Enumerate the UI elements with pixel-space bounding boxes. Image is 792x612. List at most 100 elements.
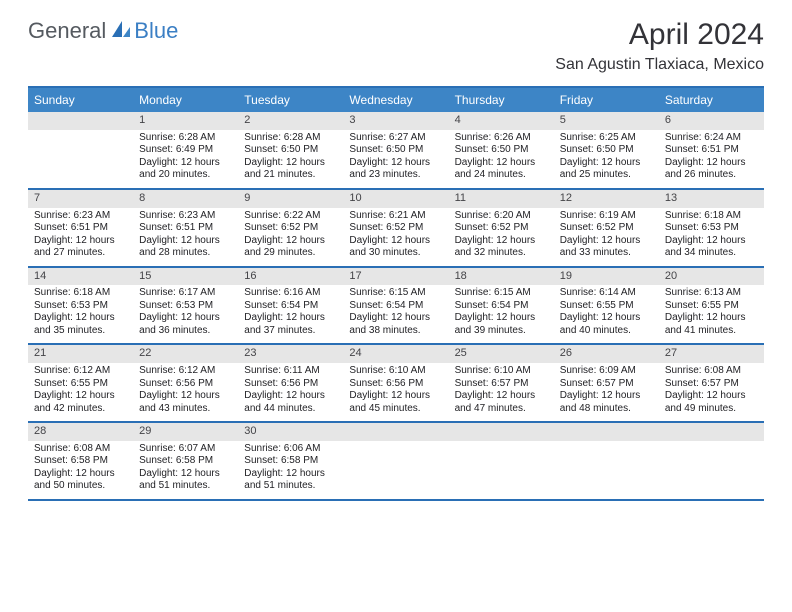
sunrise-text: Sunrise: 6:12 AM — [34, 365, 129, 378]
sunrise-text: Sunrise: 6:09 AM — [560, 365, 655, 378]
day1-text: Daylight: 12 hours — [349, 157, 444, 170]
day2-text: and 51 minutes. — [244, 480, 339, 493]
day-body: Sunrise: 6:25 AMSunset: 6:50 PMDaylight:… — [554, 130, 659, 188]
day-header-monday: Monday — [133, 88, 238, 112]
day-number: 5 — [554, 112, 659, 130]
sunrise-text: Sunrise: 6:21 AM — [349, 210, 444, 223]
day-body — [659, 441, 764, 499]
day-body: Sunrise: 6:12 AMSunset: 6:55 PMDaylight:… — [28, 363, 133, 421]
day2-text: and 32 minutes. — [455, 247, 550, 260]
day1-text: Daylight: 12 hours — [665, 312, 760, 325]
day-number: 20 — [659, 268, 764, 286]
sunset-text: Sunset: 6:54 PM — [349, 300, 444, 313]
day-number: 26 — [554, 345, 659, 363]
day-number: 13 — [659, 190, 764, 208]
day-cell: 14Sunrise: 6:18 AMSunset: 6:53 PMDayligh… — [28, 268, 133, 344]
sunrise-text: Sunrise: 6:07 AM — [139, 443, 234, 456]
sunset-text: Sunset: 6:50 PM — [349, 144, 444, 157]
day-body: Sunrise: 6:11 AMSunset: 6:56 PMDaylight:… — [238, 363, 343, 421]
day-cell: 20Sunrise: 6:13 AMSunset: 6:55 PMDayligh… — [659, 268, 764, 344]
day1-text: Daylight: 12 hours — [34, 312, 129, 325]
day-body: Sunrise: 6:07 AMSunset: 6:58 PMDaylight:… — [133, 441, 238, 499]
day2-text: and 44 minutes. — [244, 403, 339, 416]
sunset-text: Sunset: 6:51 PM — [665, 144, 760, 157]
day-number: 24 — [343, 345, 448, 363]
sunrise-text: Sunrise: 6:26 AM — [455, 132, 550, 145]
sunset-text: Sunset: 6:49 PM — [139, 144, 234, 157]
day-body — [343, 441, 448, 499]
day-cell: 30Sunrise: 6:06 AMSunset: 6:58 PMDayligh… — [238, 423, 343, 499]
day-body: Sunrise: 6:23 AMSunset: 6:51 PMDaylight:… — [28, 208, 133, 266]
day1-text: Daylight: 12 hours — [560, 312, 655, 325]
day-number: 11 — [449, 190, 554, 208]
day-body: Sunrise: 6:10 AMSunset: 6:56 PMDaylight:… — [343, 363, 448, 421]
week-row: 14Sunrise: 6:18 AMSunset: 6:53 PMDayligh… — [28, 268, 764, 346]
sunset-text: Sunset: 6:57 PM — [665, 378, 760, 391]
day-cell: 22Sunrise: 6:12 AMSunset: 6:56 PMDayligh… — [133, 345, 238, 421]
day-number: 8 — [133, 190, 238, 208]
location-label: San Agustin Tlaxiaca, Mexico — [555, 56, 764, 74]
logo-text-general: General — [28, 18, 106, 44]
day-cell — [554, 423, 659, 499]
day-body: Sunrise: 6:18 AMSunset: 6:53 PMDaylight:… — [659, 208, 764, 266]
day-number — [554, 423, 659, 441]
day-body: Sunrise: 6:08 AMSunset: 6:58 PMDaylight:… — [28, 441, 133, 499]
sunset-text: Sunset: 6:50 PM — [560, 144, 655, 157]
day-number: 27 — [659, 345, 764, 363]
day2-text: and 49 minutes. — [665, 403, 760, 416]
day2-text: and 36 minutes. — [139, 325, 234, 338]
sunrise-text: Sunrise: 6:28 AM — [139, 132, 234, 145]
day-cell: 21Sunrise: 6:12 AMSunset: 6:55 PMDayligh… — [28, 345, 133, 421]
day-cell: 18Sunrise: 6:15 AMSunset: 6:54 PMDayligh… — [449, 268, 554, 344]
day-header-friday: Friday — [554, 88, 659, 112]
day1-text: Daylight: 12 hours — [560, 390, 655, 403]
day-header-thursday: Thursday — [449, 88, 554, 112]
day-number — [28, 112, 133, 130]
day-number: 18 — [449, 268, 554, 286]
day-cell — [659, 423, 764, 499]
day-cell: 6Sunrise: 6:24 AMSunset: 6:51 PMDaylight… — [659, 112, 764, 188]
day1-text: Daylight: 12 hours — [455, 312, 550, 325]
sail-icon — [110, 19, 132, 44]
sunset-text: Sunset: 6:51 PM — [34, 222, 129, 235]
day-cell: 4Sunrise: 6:26 AMSunset: 6:50 PMDaylight… — [449, 112, 554, 188]
sunset-text: Sunset: 6:56 PM — [349, 378, 444, 391]
day-cell: 8Sunrise: 6:23 AMSunset: 6:51 PMDaylight… — [133, 190, 238, 266]
day-number: 25 — [449, 345, 554, 363]
day1-text: Daylight: 12 hours — [455, 157, 550, 170]
day-number — [449, 423, 554, 441]
day2-text: and 37 minutes. — [244, 325, 339, 338]
day-body: Sunrise: 6:14 AMSunset: 6:55 PMDaylight:… — [554, 285, 659, 343]
logo: General Blue — [28, 18, 178, 44]
day-body — [554, 441, 659, 499]
day-cell: 2Sunrise: 6:28 AMSunset: 6:50 PMDaylight… — [238, 112, 343, 188]
day-body: Sunrise: 6:23 AMSunset: 6:51 PMDaylight:… — [133, 208, 238, 266]
day2-text: and 35 minutes. — [34, 325, 129, 338]
sunset-text: Sunset: 6:53 PM — [139, 300, 234, 313]
logo-text-blue: Blue — [134, 18, 178, 44]
day-number: 3 — [343, 112, 448, 130]
day2-text: and 23 minutes. — [349, 169, 444, 182]
sunrise-text: Sunrise: 6:23 AM — [139, 210, 234, 223]
sunrise-text: Sunrise: 6:06 AM — [244, 443, 339, 456]
day-number: 29 — [133, 423, 238, 441]
sunset-text: Sunset: 6:58 PM — [139, 455, 234, 468]
day-body: Sunrise: 6:10 AMSunset: 6:57 PMDaylight:… — [449, 363, 554, 421]
day-cell: 13Sunrise: 6:18 AMSunset: 6:53 PMDayligh… — [659, 190, 764, 266]
day2-text: and 39 minutes. — [455, 325, 550, 338]
day1-text: Daylight: 12 hours — [349, 312, 444, 325]
sunrise-text: Sunrise: 6:17 AM — [139, 287, 234, 300]
sunrise-text: Sunrise: 6:24 AM — [665, 132, 760, 145]
day-body: Sunrise: 6:15 AMSunset: 6:54 PMDaylight:… — [343, 285, 448, 343]
day-cell: 11Sunrise: 6:20 AMSunset: 6:52 PMDayligh… — [449, 190, 554, 266]
day1-text: Daylight: 12 hours — [455, 235, 550, 248]
day1-text: Daylight: 12 hours — [34, 235, 129, 248]
day-cell: 3Sunrise: 6:27 AMSunset: 6:50 PMDaylight… — [343, 112, 448, 188]
day-body: Sunrise: 6:24 AMSunset: 6:51 PMDaylight:… — [659, 130, 764, 188]
day-number: 15 — [133, 268, 238, 286]
sunrise-text: Sunrise: 6:16 AM — [244, 287, 339, 300]
sunset-text: Sunset: 6:54 PM — [244, 300, 339, 313]
day-body: Sunrise: 6:12 AMSunset: 6:56 PMDaylight:… — [133, 363, 238, 421]
day1-text: Daylight: 12 hours — [244, 235, 339, 248]
day1-text: Daylight: 12 hours — [349, 390, 444, 403]
